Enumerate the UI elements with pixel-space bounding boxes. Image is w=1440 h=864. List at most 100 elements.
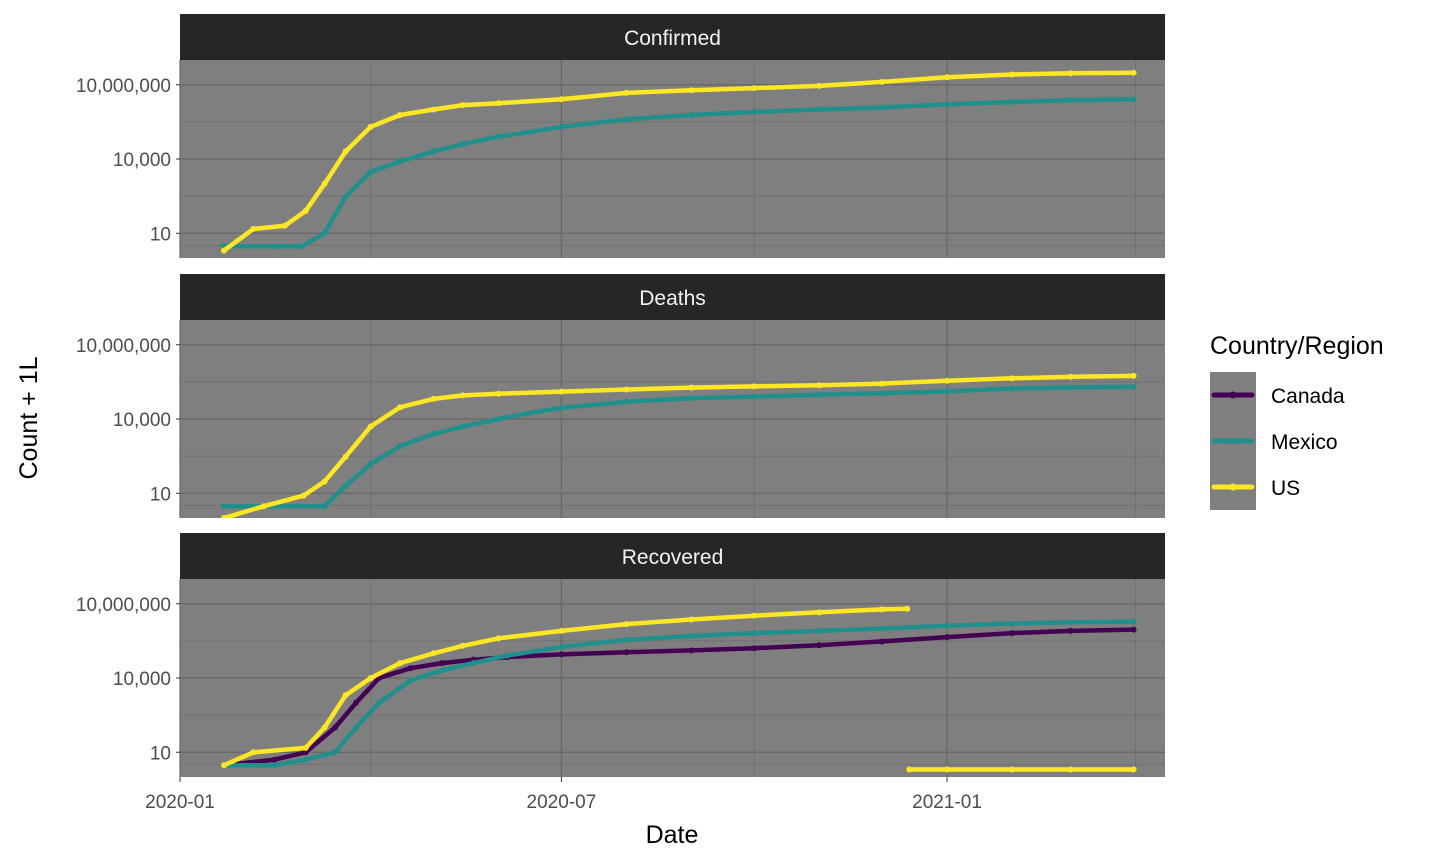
data-point-us xyxy=(495,635,502,642)
y-tick-label: 10,000,000 xyxy=(76,595,171,616)
data-point-us xyxy=(397,111,404,118)
data-point-mexico xyxy=(438,667,445,674)
series-line-mexico xyxy=(221,619,1136,768)
data-point-us xyxy=(816,382,823,389)
data-point-mexico xyxy=(944,622,951,629)
data-point-us xyxy=(342,453,349,460)
data-point-mexico xyxy=(459,141,466,148)
x-tick-label: 2020-07 xyxy=(527,792,597,813)
data-point-canada xyxy=(558,651,565,658)
data-point-canada xyxy=(302,749,309,756)
data-point-us xyxy=(342,148,349,155)
data-point-mexico xyxy=(524,410,531,417)
strip-background xyxy=(180,14,1165,60)
data-point-us xyxy=(944,766,951,773)
legend: Country/Region Canada Mexico US xyxy=(1210,332,1384,510)
data-point-us xyxy=(221,515,228,518)
data-point-mexico xyxy=(495,133,502,140)
data-point-mexico xyxy=(376,699,383,706)
data-point-canada xyxy=(688,647,695,654)
data-point-us xyxy=(879,606,886,613)
legend-title: Country/Region xyxy=(1210,332,1384,360)
data-point-mexico xyxy=(298,243,305,250)
data-point-mexico xyxy=(623,398,630,405)
data-point-mexico xyxy=(321,503,328,510)
data-point-canada xyxy=(751,645,758,652)
data-point-mexico xyxy=(688,632,695,639)
data-point-mexico xyxy=(271,762,278,769)
data-point-mexico xyxy=(342,193,349,200)
data-point-mexico xyxy=(1067,97,1074,104)
data-point-us xyxy=(495,100,502,107)
data-point-us xyxy=(430,650,437,657)
data-point-us xyxy=(623,386,630,393)
data-point-us xyxy=(302,207,309,214)
data-point-mexico xyxy=(1009,620,1016,627)
strip-background xyxy=(180,533,1165,579)
data-point-us xyxy=(1009,375,1016,382)
data-point-us xyxy=(260,503,267,510)
data-point-us xyxy=(430,106,437,113)
data-point-us xyxy=(558,388,565,395)
data-point-us xyxy=(751,85,758,92)
data-point-canada xyxy=(944,634,951,641)
data-point-mexico xyxy=(1130,383,1137,390)
data-point-canada xyxy=(1009,630,1016,637)
data-point-mexico xyxy=(397,443,404,450)
facet-confirmed: Confirmed 10 10,000 10,000,000 xyxy=(76,14,1165,258)
facet-deaths: Deaths 10 10,000 10,000,000 xyxy=(76,274,1165,518)
data-point-mexico xyxy=(558,643,565,650)
data-point-canada xyxy=(353,699,360,706)
strip-label: Confirmed xyxy=(624,27,721,50)
y-tick-label: 10,000 xyxy=(113,410,171,431)
data-point-us xyxy=(250,749,257,756)
data-point-us xyxy=(751,612,758,619)
data-point-mexico xyxy=(751,393,758,400)
data-point-mexico xyxy=(503,652,510,659)
data-point-mexico xyxy=(459,423,466,430)
strip-background xyxy=(180,274,1165,320)
data-point-us xyxy=(321,180,328,187)
data-point-us xyxy=(1130,372,1137,379)
data-point-us xyxy=(397,660,404,667)
data-point-mexico xyxy=(367,461,374,468)
data-point-mexico xyxy=(321,230,328,237)
data-point-us xyxy=(430,395,437,402)
data-point-mexico xyxy=(271,243,278,250)
data-point-us xyxy=(1067,766,1074,773)
y-tick-label: 10 xyxy=(150,484,171,505)
facet-panels: Confirmed 10 10,000 10,000,000 Deaths 10 10,00… xyxy=(76,14,1165,777)
data-point-mexico xyxy=(558,123,565,130)
data-point-us xyxy=(342,692,349,699)
data-point-us xyxy=(300,492,307,499)
data-point-canada xyxy=(407,665,414,672)
data-point-us xyxy=(281,222,288,229)
data-point-us xyxy=(688,384,695,391)
data-point-mexico xyxy=(1067,619,1074,626)
data-point-us xyxy=(944,377,951,384)
data-point-canada xyxy=(816,642,823,649)
data-point-us xyxy=(367,423,374,430)
data-point-mexico xyxy=(397,158,404,165)
data-point-us xyxy=(623,621,630,628)
y-tick-label: 10,000,000 xyxy=(76,336,171,357)
data-point-mexico xyxy=(1009,99,1016,106)
data-point-mexico xyxy=(1130,96,1137,103)
data-point-mexico xyxy=(751,630,758,637)
series-group xyxy=(221,605,1137,773)
y-tick-label: 10 xyxy=(150,224,171,245)
data-point-mexico xyxy=(623,116,630,123)
legend-key-point xyxy=(1229,437,1237,445)
data-point-mexico xyxy=(751,108,758,115)
series-line-canada xyxy=(221,627,1136,768)
legend-label-canada: Canada xyxy=(1271,385,1345,408)
y-tick-label: 10,000 xyxy=(113,150,171,171)
data-point-us xyxy=(904,605,911,612)
data-point-canada xyxy=(1067,627,1074,634)
data-point-canada xyxy=(332,724,339,731)
data-point-us xyxy=(623,89,630,96)
strip-label: Recovered xyxy=(622,546,724,569)
data-point-mexico xyxy=(495,416,502,422)
data-point-mexico xyxy=(944,388,951,395)
data-point-us xyxy=(495,390,502,397)
